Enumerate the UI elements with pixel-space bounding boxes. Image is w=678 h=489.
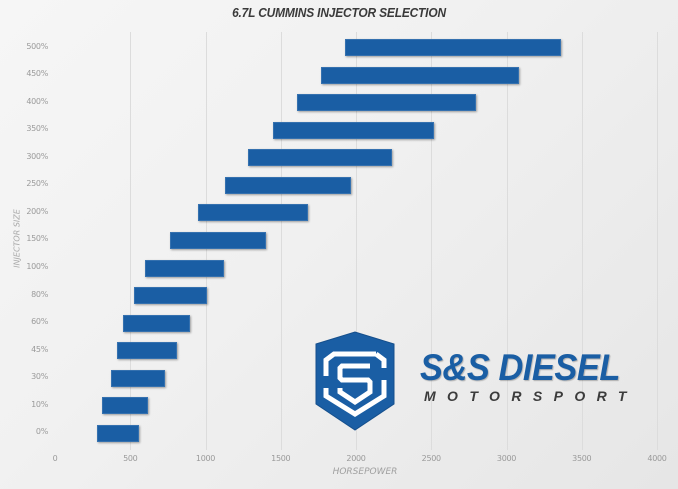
y-tick-label: 500% <box>26 41 48 51</box>
y-tick-label: 450% <box>26 69 48 79</box>
bar-0pct <box>97 424 140 442</box>
gridline <box>431 32 432 450</box>
x-tick-label: 500 <box>123 454 138 463</box>
gridline <box>582 32 583 450</box>
bar-450pct <box>321 66 519 84</box>
shield-logo-icon <box>315 331 395 431</box>
y-tick-label: 10% <box>31 399 48 409</box>
bar-100pct <box>145 259 225 277</box>
bar-500pct <box>345 39 561 56</box>
bar-80pct <box>134 287 207 305</box>
y-tick-label: 80% <box>31 289 48 299</box>
y-tick-label: 45% <box>31 344 48 354</box>
brand-name: S&S DIESEL <box>420 347 620 388</box>
gridline <box>130 32 131 450</box>
x-tick-label: 1000 <box>195 454 216 463</box>
x-tick-label: 2500 <box>421 454 441 463</box>
y-tick-label: 30% <box>31 372 48 382</box>
gridline <box>281 32 282 450</box>
y-tick-label: 300% <box>26 151 48 161</box>
y-tick-label: 150% <box>26 234 48 244</box>
y-tick-label: 100% <box>26 262 48 272</box>
x-axis-title: HORSEPOWER <box>332 467 398 477</box>
gridline <box>657 32 658 450</box>
x-tick-label: 3500 <box>572 454 592 463</box>
y-tick-label: 250% <box>26 179 48 189</box>
x-tick-label: 2000 <box>346 454 366 463</box>
y-tick-label: 60% <box>31 317 48 327</box>
x-tick-label: 1500 <box>271 454 291 463</box>
y-tick-label: 0% <box>35 427 48 437</box>
bar-350pct <box>273 121 435 139</box>
x-tick-label: 4000 <box>647 454 667 463</box>
gridline <box>507 32 508 450</box>
y-axis-title: INJECTOR SIZE <box>12 209 22 268</box>
bar-300pct <box>247 149 393 167</box>
chart-title: 6.7L CUMMINS INJECTOR SELECTION <box>232 5 446 20</box>
y-tick-label: 400% <box>26 96 48 106</box>
bar-45pct <box>116 342 177 360</box>
y-tick-label: 350% <box>26 124 48 134</box>
gridline <box>356 32 357 450</box>
bar-60pct <box>122 314 191 332</box>
bar-30pct <box>110 369 165 387</box>
bar-400pct <box>297 94 477 112</box>
x-tick-label: 0 <box>52 454 58 463</box>
bar-200pct <box>197 204 308 222</box>
bar-10pct <box>101 397 149 415</box>
bar-150pct <box>170 231 266 249</box>
bar-250pct <box>225 176 352 194</box>
y-tick-label: 200% <box>26 206 48 216</box>
brand-subtitle: MOTORSPORT <box>424 388 638 404</box>
x-tick-label: 3000 <box>496 454 517 463</box>
